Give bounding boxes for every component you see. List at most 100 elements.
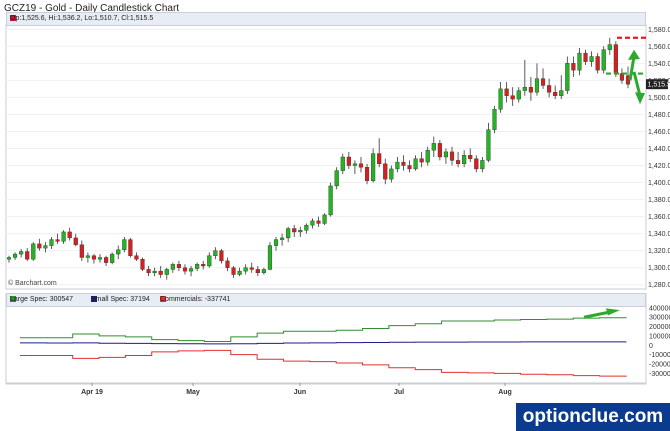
- up-candle-body: [170, 264, 175, 270]
- candlestick: [152, 267, 157, 277]
- price-tick-label: 1,580.0: [648, 27, 670, 34]
- price-tick-label: 1,560.0: [648, 44, 670, 51]
- candlestick: [364, 163, 370, 185]
- up-candle-body: [486, 129, 491, 161]
- up-candle-body: [322, 214, 327, 224]
- chart-title: GCZ19 - Gold - Daily Candlestick Chart: [4, 3, 180, 14]
- last-price-label: 1,515.5: [648, 82, 670, 89]
- candlestick: [97, 254, 103, 263]
- candlestick: [243, 264, 248, 275]
- month-label: May: [186, 389, 200, 396]
- up-candle-body: [286, 228, 291, 239]
- up-candle-body: [49, 239, 54, 246]
- up-candle-body: [352, 163, 357, 166]
- price-tick-label: 1,320.0: [648, 248, 670, 255]
- candlestick: [547, 78, 552, 98]
- candlestick: [116, 245, 121, 260]
- candlestick: [6, 255, 12, 263]
- candlestick: [128, 237, 133, 258]
- down-candle-body: [619, 73, 625, 81]
- up-candle-body: [498, 88, 503, 110]
- up-candle-body: [19, 251, 24, 255]
- up-candle-body: [559, 90, 564, 96]
- up-candle-body: [462, 155, 467, 165]
- candlestick: [182, 264, 188, 275]
- candlestick: [110, 252, 115, 265]
- down-candle-body: [146, 269, 151, 274]
- down-candle-body: [158, 270, 163, 275]
- candlestick: [431, 136, 436, 157]
- candlestick: [510, 87, 515, 106]
- month-label: Jun: [294, 389, 306, 396]
- candlestick: [225, 257, 230, 272]
- candlestick: [601, 46, 606, 74]
- candlestick: [377, 138, 382, 168]
- commercials-swatch: [160, 296, 166, 302]
- down-candle-body: [182, 267, 188, 272]
- price-tick-label: 1,360.0: [648, 214, 670, 221]
- candlestick: [231, 266, 236, 278]
- down-candle-body: [104, 257, 109, 263]
- up-arrow-icon: [628, 56, 636, 81]
- price-tick-label: 1,380.0: [648, 197, 670, 204]
- up-candle-body: [425, 149, 430, 163]
- large-spec-swatch: [10, 296, 16, 302]
- candlestick: [122, 237, 127, 253]
- down-candle-body: [134, 255, 139, 260]
- price-panel: [5, 24, 647, 290]
- candlestick: [619, 68, 625, 84]
- up-candle-body: [577, 52, 582, 71]
- up-candle-body: [480, 160, 485, 170]
- up-candle-body: [213, 250, 218, 256]
- candlestick: [571, 56, 576, 77]
- legend-large-spec: Large Spec: 300547: [10, 296, 74, 303]
- up-candle-body: [280, 237, 285, 240]
- price-tick-label: 1,440.0: [648, 146, 670, 153]
- up-candle-body: [237, 270, 242, 275]
- candlestick: [322, 213, 327, 226]
- cot-tick-label: 300000: [649, 315, 670, 322]
- down-candle-body: [583, 52, 588, 62]
- candlestick: [462, 150, 467, 168]
- up-candle-body: [395, 161, 400, 170]
- barchart-brand: © Barchart.com: [8, 280, 57, 287]
- up-candle-body: [601, 49, 606, 71]
- candlestick: [219, 248, 224, 264]
- down-candle-body: [255, 269, 260, 274]
- down-candle-body: [449, 151, 455, 161]
- down-candle-body: [67, 231, 72, 239]
- month-label: Aug: [498, 389, 512, 396]
- candlestick: [455, 151, 461, 168]
- down-candle-body: [37, 243, 42, 249]
- up-candle-body: [188, 268, 194, 272]
- down-candle-body: [510, 95, 515, 100]
- up-candle-body: [267, 245, 273, 270]
- up-candle-body: [431, 143, 436, 151]
- small-spec-swatch: [91, 296, 97, 302]
- candlestick: [140, 257, 145, 272]
- candlestick: [61, 230, 66, 244]
- down-candle-body: [219, 250, 224, 262]
- candlestick: [474, 155, 479, 173]
- down-candle-body: [437, 143, 442, 158]
- candlestick: [201, 260, 206, 270]
- candlestick: [146, 266, 151, 277]
- candlestick: [443, 148, 449, 164]
- candlestick: [267, 242, 273, 271]
- price-tick-label: 1,420.0: [648, 163, 670, 170]
- candlestick: [158, 266, 163, 278]
- candlestick: [134, 252, 139, 261]
- candlestick: [19, 248, 24, 258]
- candlestick: [486, 122, 491, 163]
- down-candle-body: [468, 155, 473, 159]
- down-candle-body: [407, 165, 412, 170]
- up-candle-body: [534, 78, 540, 93]
- candlestick: [207, 252, 212, 268]
- up-candle-body: [31, 243, 36, 260]
- down-candle-body: [225, 260, 230, 268]
- up-candle-body: [110, 253, 115, 263]
- candlestick: [565, 56, 570, 94]
- candlestick: [340, 153, 345, 175]
